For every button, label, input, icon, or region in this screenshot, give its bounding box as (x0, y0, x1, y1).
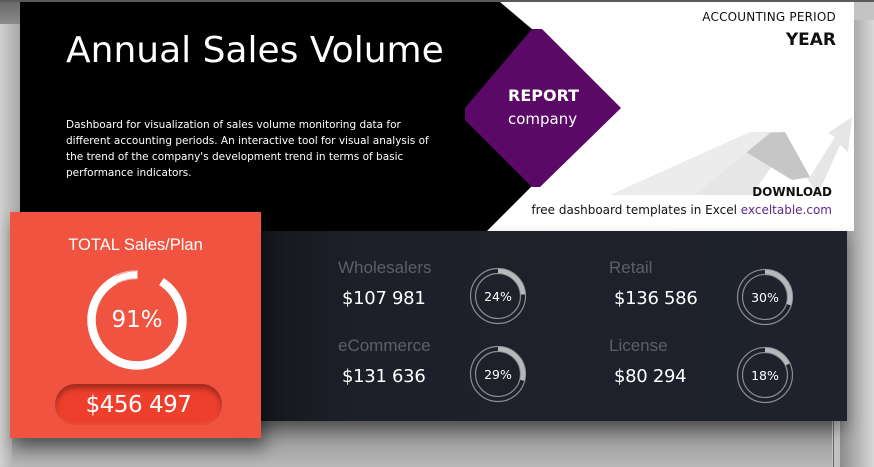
total-sales-title: TOTAL Sales/Plan (68, 236, 203, 254)
donut-wholesalers (469, 267, 527, 325)
download-label: DOWNLOAD (752, 185, 832, 199)
donut-license (736, 346, 794, 404)
kpi-value-retail: $136 586 (614, 288, 698, 309)
kpi-value-ecommerce: $131 636 (342, 366, 426, 387)
window-top-border (0, 0, 874, 2)
donut-label-license: 18% (751, 367, 779, 383)
window-corner-shade (0, 2, 20, 24)
kpi-label-retail: Retail (609, 258, 653, 277)
download-line: free dashboard templates in Excel excelt… (531, 203, 832, 217)
trend-arrow-icon (610, 117, 852, 195)
dashboard-description: Dashboard for visualization of sales vol… (66, 119, 429, 179)
donut-label-ecommerce: 29% (484, 366, 512, 382)
kpi-label-wholesalers: Wholesalers (338, 258, 432, 277)
total-sales-donut (87, 270, 187, 370)
kpi-label-license: License (609, 336, 668, 355)
header-shapes (465, 2, 854, 231)
total-sales-amount: $456 497 (55, 384, 222, 425)
report-title: REPORT (508, 86, 580, 105)
donut-label-retail: 30% (751, 289, 779, 305)
report-subtitle: company (508, 110, 578, 128)
total-sales-card: TOTAL Sales/Plan 91% $456 497 (10, 212, 261, 438)
kpi-label-ecommerce: eCommerce (338, 336, 431, 355)
page-title: Annual Sales Volume (66, 30, 444, 71)
accounting-period-label: ACCOUNTING PERIOD (702, 10, 836, 24)
total-sales-percent: 91% (111, 307, 163, 333)
divider-line (833, 420, 834, 467)
report-badge-shape (465, 29, 621, 187)
kpi-value-license: $80 294 (614, 366, 687, 387)
donut-retail (736, 268, 794, 326)
donut-ecommerce (469, 345, 527, 403)
accounting-period-value[interactable]: YEAR (785, 30, 836, 50)
kpi-panel (240, 231, 847, 421)
kpi-value-wholesalers: $107 981 (342, 288, 426, 309)
report-info-card (440, 2, 854, 231)
download-text: free dashboard templates in Excel (531, 203, 741, 217)
donut-label-wholesalers: 24% (484, 288, 512, 304)
exceltable-link[interactable]: exceltable.com (740, 203, 832, 217)
